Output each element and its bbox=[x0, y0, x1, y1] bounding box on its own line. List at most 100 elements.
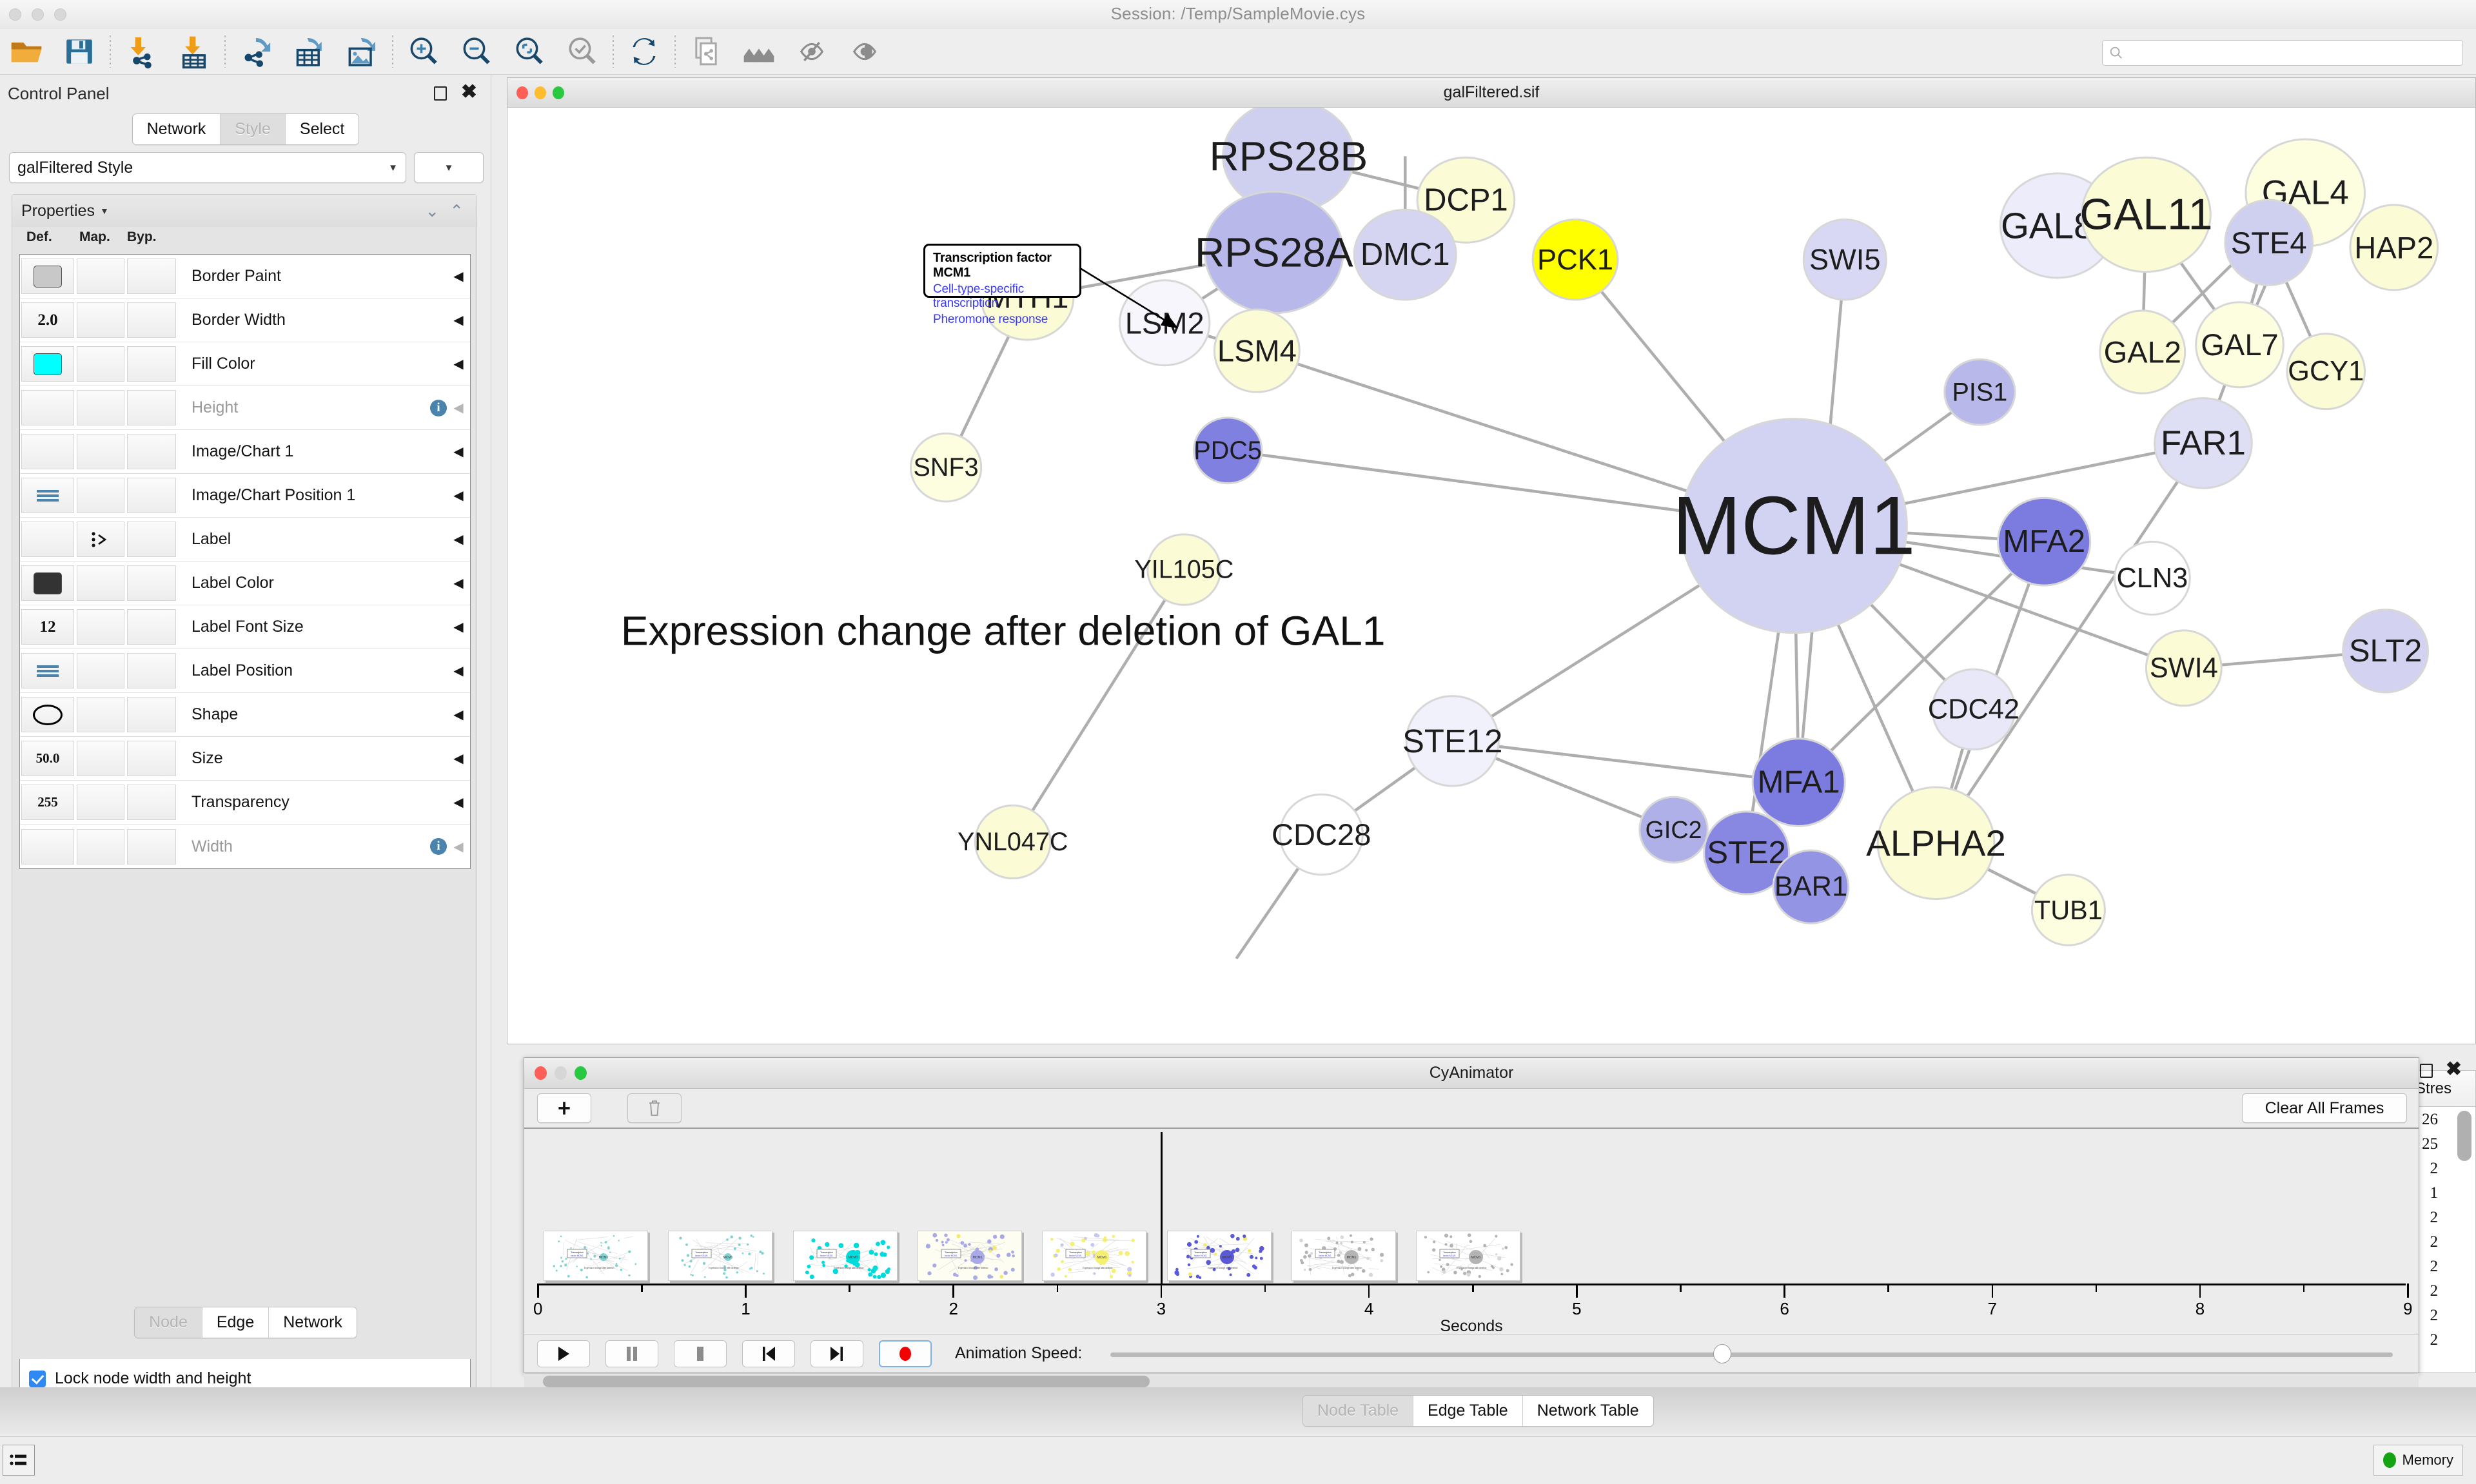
property-default-cell[interactable] bbox=[21, 828, 74, 864]
window-traffic-lights[interactable] bbox=[9, 8, 66, 21]
property-default-cell[interactable] bbox=[21, 390, 74, 425]
node-shape[interactable] bbox=[1192, 416, 1263, 485]
graph-node[interactable]: STE2 bbox=[1703, 810, 1791, 895]
save-icon[interactable] bbox=[53, 28, 106, 75]
graph-node[interactable]: LSM4 bbox=[1213, 308, 1301, 393]
table-row[interactable]: 2 bbox=[2430, 1331, 2439, 1349]
maximize-cyanimator-button[interactable] bbox=[575, 1066, 587, 1080]
graph-node[interactable]: HAP2 bbox=[2349, 204, 2439, 291]
animation-frame-thumbnail[interactable]: MCM1 Transcription factor MCM1 Expression c… bbox=[1416, 1231, 1521, 1281]
property-mapping-cell[interactable] bbox=[77, 302, 124, 338]
expand-property-icon[interactable]: ◀ bbox=[453, 620, 464, 634]
position-icon[interactable] bbox=[37, 489, 59, 503]
graph-node[interactable]: YIL105C bbox=[1134, 533, 1233, 606]
cyanimator-horizontal-scrollbar[interactable] bbox=[524, 1374, 2419, 1389]
slider-knob[interactable] bbox=[1713, 1343, 1732, 1363]
graph-node[interactable]: CLN3 bbox=[2113, 540, 2191, 616]
node-shape[interactable] bbox=[2081, 156, 2212, 273]
graph-edge[interactable] bbox=[1934, 442, 2205, 845]
node-shape[interactable] bbox=[2099, 309, 2186, 395]
animation-frame-thumbnail[interactable]: MCM1 Transcription factor MCM1 Expression c… bbox=[544, 1231, 648, 1281]
style-options-menu[interactable]: ▼ bbox=[414, 152, 484, 183]
style-select[interactable]: galFiltered Style ▼ bbox=[9, 152, 406, 183]
graph-node[interactable]: YNL047C bbox=[958, 804, 1068, 880]
show-all-icon[interactable] bbox=[838, 28, 891, 75]
expand-property-icon[interactable]: ◀ bbox=[453, 708, 464, 722]
animation-frame-thumbnail[interactable]: MCM1 Transcription factor MCM1 Expression c… bbox=[1292, 1231, 1396, 1281]
node-shape[interactable] bbox=[1703, 810, 1791, 895]
property-mapping-cell[interactable] bbox=[77, 697, 124, 732]
property-bypass-cell[interactable] bbox=[127, 697, 176, 732]
graph-node[interactable]: CDC42 bbox=[1928, 668, 2019, 751]
zoom-fit-icon[interactable] bbox=[503, 28, 556, 75]
graph-node[interactable]: PCK1 bbox=[1531, 218, 1619, 301]
property-bypass-cell[interactable] bbox=[127, 828, 176, 864]
info-icon[interactable]: i bbox=[430, 399, 447, 416]
graph-node[interactable]: GAL7 bbox=[2195, 301, 2284, 389]
cyanimator-timeline[interactable]: MCM1 Transcription factor MCM1 Expression c… bbox=[524, 1129, 2419, 1335]
node-shape[interactable] bbox=[1772, 849, 1850, 924]
property-default-cell[interactable] bbox=[21, 697, 74, 732]
graph-node[interactable]: CDC28 bbox=[1272, 793, 1371, 876]
node-shape[interactable] bbox=[1279, 793, 1364, 876]
refresh-icon[interactable] bbox=[618, 28, 671, 75]
graph-node[interactable]: RPS28B bbox=[1210, 108, 1368, 213]
open-folder-icon[interactable] bbox=[0, 28, 53, 75]
timeline-playhead[interactable] bbox=[1160, 1132, 1163, 1284]
property-bypass-cell[interactable] bbox=[127, 785, 176, 820]
animation-frame-thumbnail[interactable]: MCM1 Transcription factor MCM1 Expression c… bbox=[918, 1231, 1022, 1281]
close-network-button[interactable] bbox=[516, 86, 528, 99]
property-row[interactable]: Width i ◀ bbox=[20, 825, 470, 868]
export-network-icon[interactable] bbox=[230, 28, 282, 75]
graph-node[interactable]: STE12 bbox=[1402, 695, 1502, 787]
graph-node[interactable]: SNF3 bbox=[909, 432, 983, 503]
info-icon[interactable]: i bbox=[430, 838, 447, 855]
float-panel-button[interactable] bbox=[433, 86, 447, 101]
node-shape[interactable] bbox=[2342, 609, 2430, 694]
graph-node[interactable]: STE4 bbox=[2224, 199, 2314, 286]
import-table-icon[interactable] bbox=[168, 28, 221, 75]
property-default-cell[interactable]: 255 bbox=[21, 785, 74, 820]
property-row[interactable]: Shape ◀ bbox=[20, 693, 470, 737]
graph-node[interactable]: SLT2 bbox=[2342, 609, 2430, 694]
table-row[interactable]: 2 bbox=[2430, 1258, 2439, 1275]
property-mapping-cell[interactable] bbox=[77, 609, 124, 645]
maximize-window-button[interactable] bbox=[54, 8, 66, 21]
node-shape[interactable] bbox=[1405, 695, 1500, 787]
node-shape[interactable] bbox=[2224, 199, 2314, 286]
node-shape[interactable] bbox=[1876, 786, 1996, 901]
node-shape[interactable] bbox=[1213, 308, 1301, 393]
property-row[interactable]: 255 Transparency ◀ bbox=[20, 781, 470, 825]
property-default-cell[interactable] bbox=[21, 522, 74, 557]
property-row[interactable]: Image/Chart Position 1 ◀ bbox=[20, 474, 470, 518]
export-image-icon[interactable] bbox=[335, 28, 388, 75]
layout-icon[interactable] bbox=[732, 28, 785, 75]
close-cyanimator-button[interactable] bbox=[535, 1066, 547, 1080]
property-mapping-cell[interactable] bbox=[77, 522, 124, 557]
graph-edge[interactable] bbox=[1452, 739, 1799, 784]
graph-node[interactable]: MCM1 bbox=[1673, 418, 1916, 634]
delete-frame-button[interactable] bbox=[627, 1093, 682, 1123]
graph-node[interactable]: GIC2 bbox=[1638, 796, 1709, 864]
expand-property-icon[interactable]: ◀ bbox=[453, 401, 464, 415]
graph-node[interactable]: PIS1 bbox=[1943, 358, 2016, 426]
color-swatch[interactable] bbox=[34, 353, 62, 375]
graph-node[interactable]: BAR1 bbox=[1772, 849, 1850, 924]
tab-edge[interactable]: Edge bbox=[202, 1307, 270, 1338]
property-default-cell[interactable] bbox=[21, 346, 74, 382]
property-row[interactable]: Label Position ◀ bbox=[20, 649, 470, 693]
expand-property-icon[interactable]: ◀ bbox=[453, 357, 464, 371]
skip-start-button[interactable] bbox=[742, 1340, 795, 1367]
property-mapping-cell[interactable] bbox=[77, 390, 124, 425]
table-row[interactable]: 26 bbox=[2422, 1111, 2438, 1128]
collapse-all-icon[interactable]: ⌄ bbox=[425, 200, 440, 220]
node-shape[interactable] bbox=[2145, 629, 2223, 707]
play-button[interactable] bbox=[537, 1340, 590, 1367]
property-bypass-cell[interactable] bbox=[127, 565, 176, 601]
table-scrollbar[interactable] bbox=[2457, 1111, 2471, 1161]
import-network-icon[interactable] bbox=[115, 28, 168, 75]
graph-node[interactable]: DMC1 bbox=[1353, 208, 1457, 301]
property-row[interactable]: Border Paint ◀ bbox=[20, 255, 470, 298]
